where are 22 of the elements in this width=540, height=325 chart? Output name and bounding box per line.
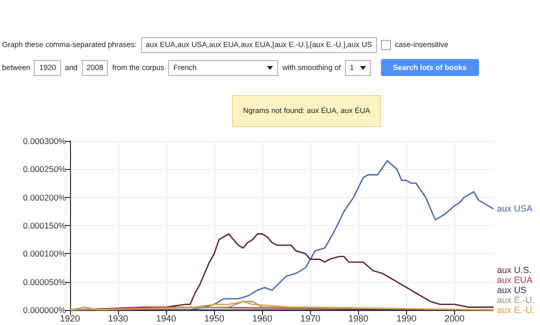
series-label: aux E.-U. — [497, 305, 535, 315]
x-tick-label: 1930 — [108, 314, 128, 324]
text: aux U.S. — [497, 265, 532, 275]
x-tick-label: 1990 — [396, 314, 416, 324]
y-tick-label: 0.000100% — [22, 248, 66, 259]
text: aux EUA — [497, 275, 533, 285]
y-tick-label: 0.000250% — [22, 164, 66, 174]
series-label: aux US — [497, 285, 527, 295]
y-tick-label: 0.000150% — [22, 220, 66, 230]
series-label: aux E.-U. — [497, 295, 535, 305]
x-tick-label: 1980 — [348, 314, 368, 324]
y-tick-label: 0.000050% — [22, 276, 66, 287]
y-tick-label: 0.000000% — [22, 305, 66, 315]
y-tick-label: 0.000200% — [22, 192, 66, 202]
x-tick-label: 1960 — [252, 314, 272, 324]
x-tick-label: 1920 — [60, 314, 80, 324]
y-tick-label: 0.000300% — [22, 136, 66, 146]
x-tick-label: 2000 — [444, 314, 465, 324]
x-tick-label: 1950 — [204, 314, 224, 324]
x-tick-label: 1970 — [300, 314, 320, 324]
series-label: aux USA — [497, 204, 533, 214]
x-tick-label: 1940 — [156, 314, 176, 324]
